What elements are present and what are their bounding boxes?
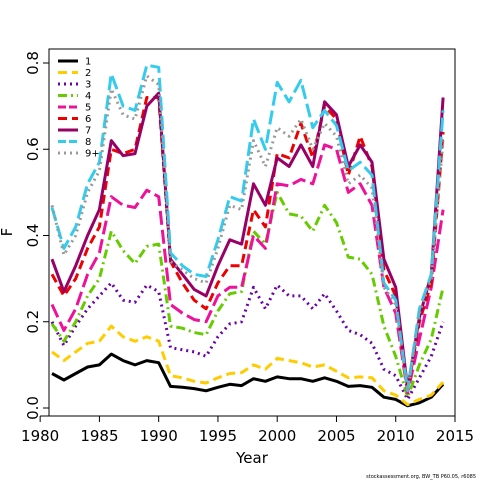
y-axis-title: F bbox=[0, 228, 16, 237]
legend-label: 1 bbox=[85, 57, 91, 68]
footnote: stockassessment.org, BW_TB P60.05, r6085 bbox=[366, 474, 476, 480]
y-axis: 0.0 0.2 0.4 0.6 0.8 bbox=[24, 51, 50, 420]
x-axis-title: Year bbox=[235, 449, 269, 467]
x-tick-label: 1995 bbox=[199, 427, 237, 445]
x-axis: 1980 1985 1990 1995 2000 2005 2010 2015 bbox=[21, 415, 474, 445]
y-tick-label: 0.4 bbox=[24, 224, 42, 248]
x-tick-label: 1990 bbox=[140, 427, 178, 445]
series-line-4 bbox=[50, 190, 445, 399]
legend-label: 5 bbox=[85, 103, 91, 114]
y-tick-label: 0.2 bbox=[24, 310, 42, 334]
series-line-8 bbox=[50, 63, 445, 393]
series-line-3 bbox=[50, 281, 445, 401]
x-tick-label: 2015 bbox=[436, 427, 474, 445]
series-line-2 bbox=[51, 324, 445, 407]
legend-label: 6 bbox=[85, 114, 91, 125]
series-layer bbox=[50, 63, 445, 408]
legend-label: 2 bbox=[85, 68, 91, 79]
legend-label: 7 bbox=[85, 126, 91, 137]
y-tick-label: 0.6 bbox=[24, 137, 42, 161]
x-tick-label: 2005 bbox=[317, 427, 355, 445]
x-tick-label: 1985 bbox=[80, 427, 118, 445]
y-tick-label: 0.0 bbox=[24, 396, 42, 420]
series-line-9plus bbox=[50, 74, 445, 393]
x-tick-label: 2000 bbox=[258, 427, 296, 445]
legend-label: 4 bbox=[85, 91, 91, 102]
legend-label: 3 bbox=[85, 80, 91, 91]
x-tick-label: 1980 bbox=[21, 427, 59, 445]
series-line-7 bbox=[50, 91, 445, 391]
legend-label: 8 bbox=[85, 137, 91, 148]
series-line-6 bbox=[50, 96, 445, 393]
legend-label: 9+ bbox=[85, 149, 100, 160]
x-tick-label: 2010 bbox=[377, 427, 415, 445]
series-line-1 bbox=[51, 352, 445, 408]
y-tick-label: 0.8 bbox=[24, 51, 42, 75]
